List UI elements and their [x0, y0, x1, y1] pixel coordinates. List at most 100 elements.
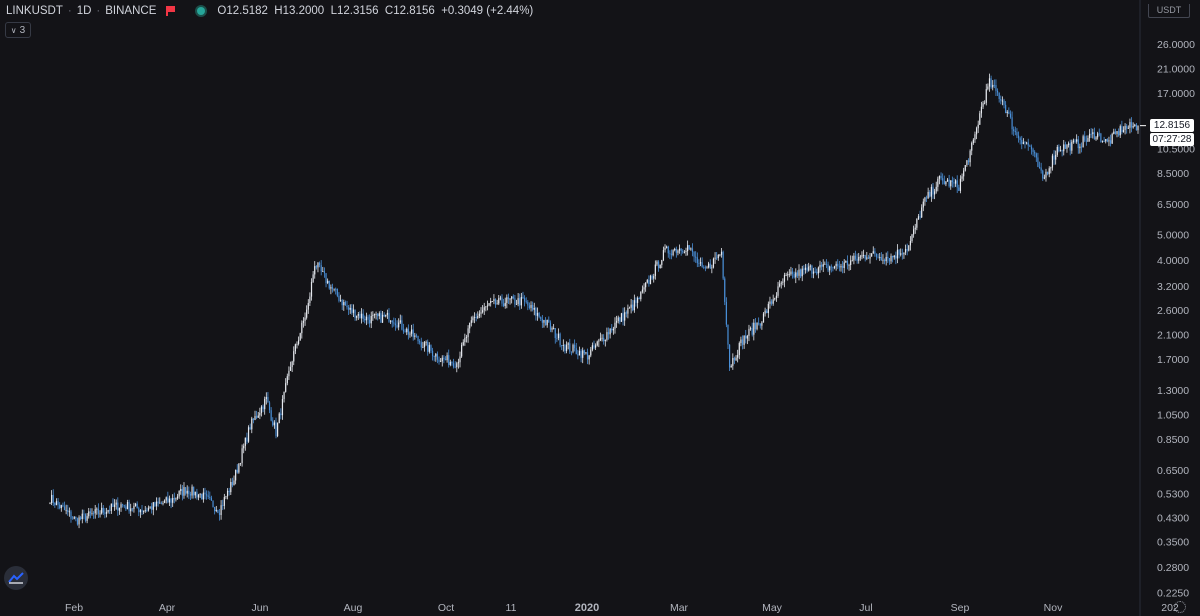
candle-body: [1097, 133, 1099, 138]
candle-body: [980, 106, 983, 114]
candle-body: [472, 317, 474, 321]
candle-body: [950, 180, 952, 187]
candle-body: [352, 309, 355, 313]
candle-body: [574, 344, 576, 349]
candle-body: [71, 518, 74, 520]
y-tick-label: 0.6500: [1157, 465, 1189, 477]
candle-body: [1058, 146, 1060, 152]
candle-body: [819, 264, 821, 268]
candle-body: [916, 219, 918, 228]
candle-body: [688, 245, 690, 250]
candle-body: [762, 313, 765, 323]
candle-body: [795, 272, 797, 278]
candle-body: [984, 102, 986, 104]
candle-body: [528, 305, 531, 308]
y-tick-label: 4.0000: [1157, 255, 1189, 267]
interval-label[interactable]: 1D: [76, 5, 92, 17]
candle-body: [858, 257, 860, 261]
candle-body: [732, 358, 734, 366]
tradingview-logo-icon[interactable]: [4, 566, 28, 590]
candle-body: [1105, 139, 1107, 142]
currency-badge[interactable]: USDT: [1148, 4, 1190, 18]
candle-body: [252, 418, 254, 421]
candle-body: [848, 264, 850, 266]
candle-body: [825, 263, 828, 265]
candle-body: [336, 288, 338, 296]
candle-body: [1079, 146, 1081, 149]
candle-body: [738, 343, 740, 355]
candle-body: [328, 280, 330, 289]
candle-body: [312, 274, 314, 282]
candle-body: [1061, 150, 1063, 152]
flag-icon[interactable]: [166, 6, 176, 16]
candle-body: [901, 253, 903, 255]
candle-body: [520, 296, 522, 306]
candle-body: [446, 355, 448, 361]
candle-body: [883, 259, 886, 262]
candle-body: [256, 416, 258, 418]
candle-body: [1137, 125, 1139, 131]
candle-body: [428, 345, 430, 352]
x-tick-label: Mar: [670, 602, 689, 614]
candle-body: [937, 178, 939, 187]
candle-body: [741, 339, 744, 345]
candle-body: [482, 310, 484, 313]
candle-body: [144, 510, 146, 512]
candle-body: [827, 264, 829, 271]
symbol-label[interactable]: LINKUSDT: [6, 5, 63, 17]
candle-body: [1071, 141, 1073, 151]
candle-body: [580, 350, 582, 358]
candle-body: [404, 331, 406, 333]
candle-body: [601, 337, 603, 339]
candle-body: [317, 262, 319, 268]
price-axis: 26.0000 21.0000 17.0000 10.5000 8.5000 6.5000…: [1139, 0, 1195, 616]
candle-body: [1072, 140, 1075, 142]
candle-body: [285, 383, 287, 392]
candle-body: [672, 250, 674, 256]
candle-body: [559, 333, 561, 346]
candle-body: [57, 501, 59, 505]
candle-body: [1035, 153, 1037, 158]
candle-body: [824, 263, 826, 265]
candle-body: [430, 345, 432, 351]
candle-body: [846, 261, 849, 266]
candle-body: [306, 309, 308, 318]
candle-body: [133, 506, 135, 509]
candle-body: [653, 276, 655, 279]
candle-body: [588, 355, 590, 360]
candle-body: [932, 186, 934, 195]
candle-body: [783, 275, 786, 282]
candle-body: [543, 320, 545, 323]
candle-body: [766, 310, 768, 314]
candle-body: [821, 264, 823, 267]
candle-body: [80, 517, 82, 519]
candle-body: [557, 333, 560, 339]
candle-body: [151, 506, 153, 510]
candle-body: [134, 503, 137, 507]
candle-body: [113, 504, 116, 507]
candle-body: [850, 260, 852, 265]
candle-body: [1119, 126, 1121, 136]
x-tick-label: 2020: [575, 602, 599, 614]
candle-body: [370, 315, 372, 324]
candle-body: [770, 301, 773, 304]
gear-icon[interactable]: [1174, 601, 1186, 613]
candle-body: [866, 257, 868, 259]
candle-body: [431, 350, 434, 357]
candle-body: [648, 280, 650, 285]
candle-body: [493, 299, 495, 302]
candle-body: [593, 345, 595, 348]
candle-body: [664, 247, 666, 251]
legend-header: LINKUSDT · 1D · BINANCE O12.5182 H13.200…: [6, 5, 534, 17]
candle-body: [1040, 167, 1042, 171]
candle-body: [544, 320, 547, 326]
candle-body: [670, 253, 673, 256]
candle-body: [914, 227, 916, 230]
candle-body: [1085, 140, 1087, 142]
candle-body: [787, 274, 789, 276]
candle-body: [779, 283, 781, 287]
candle-body: [76, 518, 79, 525]
indicators-toggle-button[interactable]: ∨ 3: [5, 22, 31, 38]
candle-body: [1076, 139, 1078, 142]
